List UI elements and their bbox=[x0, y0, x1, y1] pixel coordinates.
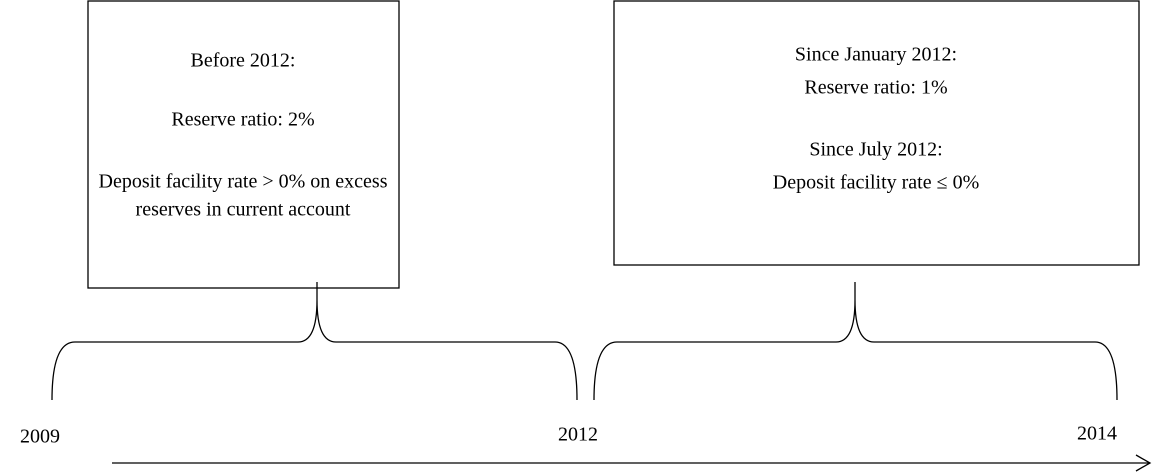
box-text: Reserve ratio: 2% bbox=[171, 109, 314, 131]
box-text: Before 2012: bbox=[191, 50, 296, 72]
arrow-head bbox=[1135, 454, 1152, 472]
box-text: Deposit facility rate ≤ 0% bbox=[773, 172, 979, 194]
box-text: Since July 2012: bbox=[809, 139, 942, 161]
brace bbox=[593, 282, 1118, 401]
timeline-label: 2012 bbox=[558, 424, 598, 446]
box-text: Deposit facility rate > 0% on excess bbox=[99, 171, 388, 193]
box-text: reserves in current account bbox=[136, 199, 351, 221]
box-text: Since January 2012: bbox=[795, 44, 957, 66]
box bbox=[613, 0, 1140, 266]
box bbox=[87, 0, 400, 289]
timeline-label: 2014 bbox=[1077, 423, 1117, 445]
box-text: Reserve ratio: 1% bbox=[804, 77, 947, 99]
brace bbox=[51, 282, 578, 401]
timeline-label: 2009 bbox=[20, 426, 60, 448]
